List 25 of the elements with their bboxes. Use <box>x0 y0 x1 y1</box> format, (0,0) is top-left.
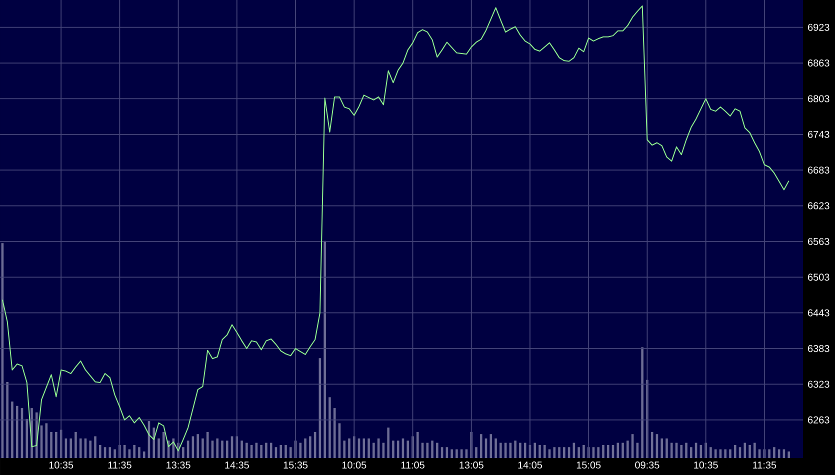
y-tick-label: 6683 <box>808 166 830 174</box>
x-tick-label: 15:35 <box>284 462 308 469</box>
x-tick-label: 11:35 <box>753 462 776 469</box>
y-tick-label: 6503 <box>808 274 830 281</box>
y-tick-label: 6863 <box>808 60 830 67</box>
y-tick-label: 6443 <box>808 309 830 316</box>
x-tick-label: 14:05 <box>518 462 542 469</box>
y-tick-label: 6743 <box>808 130 830 138</box>
x-tick-label: 15:05 <box>576 462 601 469</box>
x-tick-label: 10:05 <box>342 462 366 469</box>
x-tick-label: 11:35 <box>108 462 132 469</box>
x-tick-label: 14:35 <box>225 462 249 469</box>
y-tick-label: 6383 <box>808 345 830 352</box>
x-tick-label: 13:35 <box>166 462 190 469</box>
x-tick-label: 09:35 <box>635 462 660 469</box>
y-tick-label: 6923 <box>808 24 830 31</box>
y-tick-label: 6563 <box>808 238 830 245</box>
x-tick-label: 11:05 <box>401 462 424 469</box>
x-tick-label: 13:05 <box>460 462 484 469</box>
x-tick-label: 10:35 <box>49 462 74 469</box>
y-tick-label: 6803 <box>808 95 830 102</box>
y-tick-label: 6323 <box>808 380 830 388</box>
y-tick-label: 6623 <box>808 202 830 210</box>
y-tick-label: 6263 <box>808 416 830 424</box>
x-tick-label: 10:35 <box>694 462 718 469</box>
